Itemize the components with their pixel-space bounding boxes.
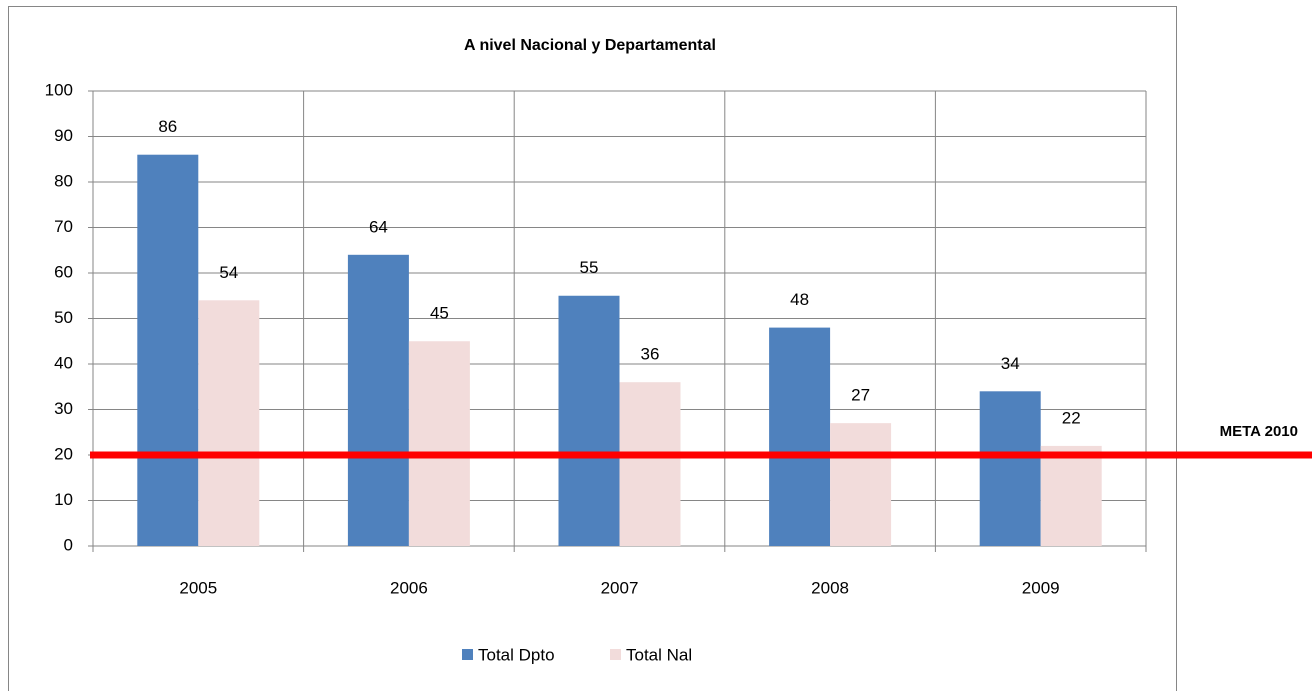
y-tick-label: 80 bbox=[54, 171, 73, 190]
data-label: 54 bbox=[219, 263, 238, 282]
x-tick-label: 2009 bbox=[1022, 578, 1060, 597]
legend-label: Total Nal bbox=[626, 645, 692, 664]
y-tick-label: 60 bbox=[54, 262, 73, 281]
y-tick-label: 30 bbox=[54, 399, 73, 418]
y-tick-label: 40 bbox=[54, 353, 73, 372]
data-label: 27 bbox=[851, 386, 870, 405]
data-label: 45 bbox=[430, 304, 449, 323]
bar bbox=[979, 391, 1041, 546]
bar bbox=[408, 341, 470, 546]
legend-swatch bbox=[610, 649, 621, 660]
bar bbox=[198, 300, 260, 546]
data-label: 64 bbox=[369, 217, 388, 236]
x-tick-label: 2005 bbox=[179, 578, 217, 597]
data-label: 34 bbox=[1001, 354, 1020, 373]
x-tick-label: 2008 bbox=[811, 578, 849, 597]
data-label: 22 bbox=[1062, 408, 1081, 427]
bar bbox=[347, 254, 409, 547]
bar bbox=[137, 154, 199, 546]
y-tick-label: 20 bbox=[54, 444, 73, 463]
bar bbox=[1040, 445, 1102, 546]
data-label: 48 bbox=[790, 290, 809, 309]
legend-swatch bbox=[462, 649, 473, 660]
y-tick-label: 10 bbox=[54, 490, 73, 509]
y-tick-label: 100 bbox=[45, 80, 73, 99]
data-label: 86 bbox=[158, 117, 177, 136]
bar bbox=[830, 423, 892, 546]
data-label: 36 bbox=[641, 345, 660, 364]
y-tick-label: 0 bbox=[64, 535, 73, 554]
legend-label: Total Dpto bbox=[478, 645, 555, 664]
chart-title: A nivel Nacional y Departamental bbox=[464, 37, 716, 54]
y-tick-label: 70 bbox=[54, 217, 73, 236]
x-tick-label: 2006 bbox=[390, 578, 428, 597]
x-tick-label: 2007 bbox=[601, 578, 639, 597]
reference-label: META 2010 bbox=[1220, 423, 1298, 440]
bar bbox=[558, 295, 620, 546]
data-label: 55 bbox=[580, 258, 599, 277]
y-tick-label: 90 bbox=[54, 126, 73, 145]
bar bbox=[619, 382, 681, 546]
bar bbox=[769, 327, 831, 546]
y-tick-label: 50 bbox=[54, 308, 73, 327]
